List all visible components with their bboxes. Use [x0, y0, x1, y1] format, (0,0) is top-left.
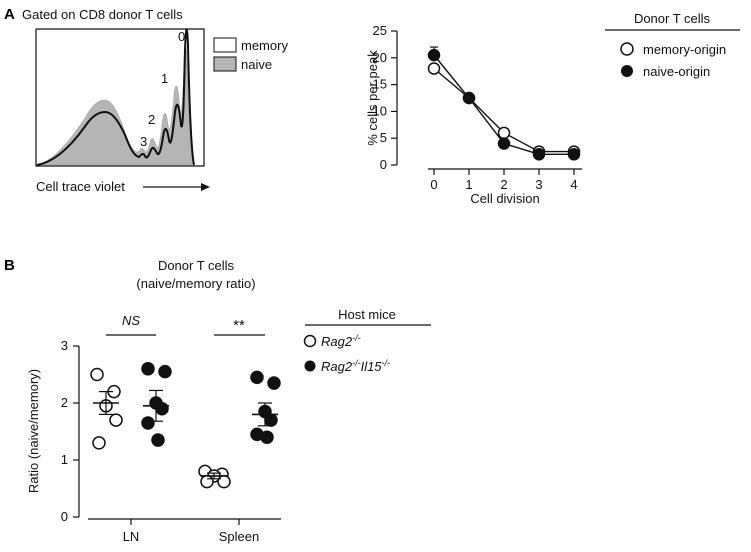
- histogram-frame: [35, 28, 205, 167]
- histogram-memory-line: [36, 28, 195, 166]
- legend-memory-label: memory: [241, 38, 288, 53]
- panel-label-b: B: [4, 257, 15, 274]
- line-y-tick-label: 15: [373, 77, 387, 92]
- line-x-tick-label: 0: [430, 177, 437, 192]
- line-point-naive-origin: [497, 137, 511, 150]
- line-y-tick-label: 0: [380, 157, 387, 172]
- line-y-tick-label: 25: [373, 23, 387, 38]
- dot-x-tick-label: LN: [123, 529, 140, 544]
- legend-naive-origin-marker: [621, 65, 633, 77]
- legend-memory-origin-marker: [620, 42, 634, 56]
- line-x-tick-label: 1: [465, 177, 472, 192]
- ratio-dot-plot: Donor T cells (naive/memory ratio) Ratio…: [26, 258, 431, 544]
- line-x-tick-label: 4: [570, 177, 577, 192]
- dot-y-tick-label: 0: [61, 509, 68, 524]
- line-y-tick-label: 5: [380, 130, 387, 145]
- dot-point-Rag2-/-Il15-/-: [141, 362, 155, 376]
- legend-naive-origin-label: naive-origin: [643, 64, 710, 79]
- line-ylabel: % cells per peak: [365, 50, 380, 146]
- division-line-chart: % cells per peak Cell division Donor T c…: [365, 11, 740, 206]
- line-point-naive-origin: [532, 148, 546, 161]
- dot-ylabel: Ratio (naive/memory): [26, 369, 41, 493]
- dot-point-Rag2-/-: [200, 474, 214, 489]
- legend-memory-swatch: [213, 37, 237, 53]
- dot-point-Rag2-/-Il15-/-: [141, 416, 155, 430]
- dot-point-Rag2-/-Il15-/-: [250, 370, 264, 385]
- dot-legend-title: Host mice: [338, 307, 396, 322]
- histogram-xlabel: Cell trace violet: [36, 179, 125, 194]
- peak-label-1: 1: [161, 71, 168, 86]
- line-point-naive-origin: [567, 148, 581, 161]
- dot-point-Rag2-/-Il15-/-: [155, 401, 169, 416]
- legend-rag2-label: Rag2-/-: [321, 333, 361, 349]
- panel-label-a: A: [4, 6, 15, 23]
- dot-y-tick-label: 1: [61, 452, 68, 467]
- legend-memory-origin-label: memory-origin: [643, 42, 726, 57]
- legend-rag2-il15-label: Rag2-/-Il15-/-: [321, 358, 390, 374]
- histogram-x-arrowhead: [201, 183, 210, 191]
- dot-point-Rag2-/-Il15-/-: [151, 433, 165, 447]
- histogram-chart: Gated on CD8 donor T cells 0 1 2 3 Cell …: [22, 7, 288, 194]
- dot-point-Rag2-/-: [109, 413, 123, 427]
- peak-label-0: 0: [178, 29, 185, 44]
- legend-naive-label: naive: [241, 57, 272, 72]
- peak-label-2: 2: [148, 112, 155, 127]
- dot-y-tick-label: 2: [61, 395, 68, 410]
- histogram-naive-area: [36, 44, 194, 166]
- line-y-tick-label: 20: [373, 50, 387, 65]
- dot-title-line1: Donor T cells: [158, 258, 235, 273]
- dot-point-Rag2-/-: [217, 474, 231, 489]
- dot-point-Rag2-/-Il15-/-: [264, 413, 278, 427]
- line-x-tick-label: 3: [535, 177, 542, 192]
- dot-point-Rag2-/-Il15-/-: [267, 376, 281, 390]
- line-xlabel: Cell division: [470, 191, 539, 206]
- line-point-memory-origin: [427, 62, 441, 75]
- dot-point-Rag2-/-: [90, 367, 104, 382]
- legend-naive-swatch: [213, 56, 237, 72]
- ns-label: NS: [122, 313, 140, 328]
- dot-point-Rag2-/-Il15-/-: [158, 364, 172, 379]
- dot-x-tick-label: Spleen: [219, 529, 259, 544]
- line-point-memory-origin: [497, 126, 511, 140]
- legend-rag2-marker: [303, 334, 317, 348]
- peak-label-3: 3: [140, 134, 147, 149]
- line-legend-title: Donor T cells: [634, 11, 711, 26]
- dot-point-Rag2-/-: [92, 436, 106, 450]
- line-point-naive-origin: [427, 48, 441, 62]
- dot-title-line2: (naive/memory ratio): [136, 276, 255, 291]
- dot-y-tick-label: 3: [61, 338, 68, 353]
- line-y-tick-label: 10: [373, 103, 387, 118]
- histogram-title: Gated on CD8 donor T cells: [22, 7, 183, 22]
- sig-label: **: [233, 317, 245, 334]
- legend-rag2-il15-marker: [304, 360, 316, 372]
- line-x-tick-label: 2: [500, 177, 507, 192]
- line-point-naive-origin: [462, 91, 476, 105]
- dot-point-Rag2-/-Il15-/-: [260, 430, 274, 444]
